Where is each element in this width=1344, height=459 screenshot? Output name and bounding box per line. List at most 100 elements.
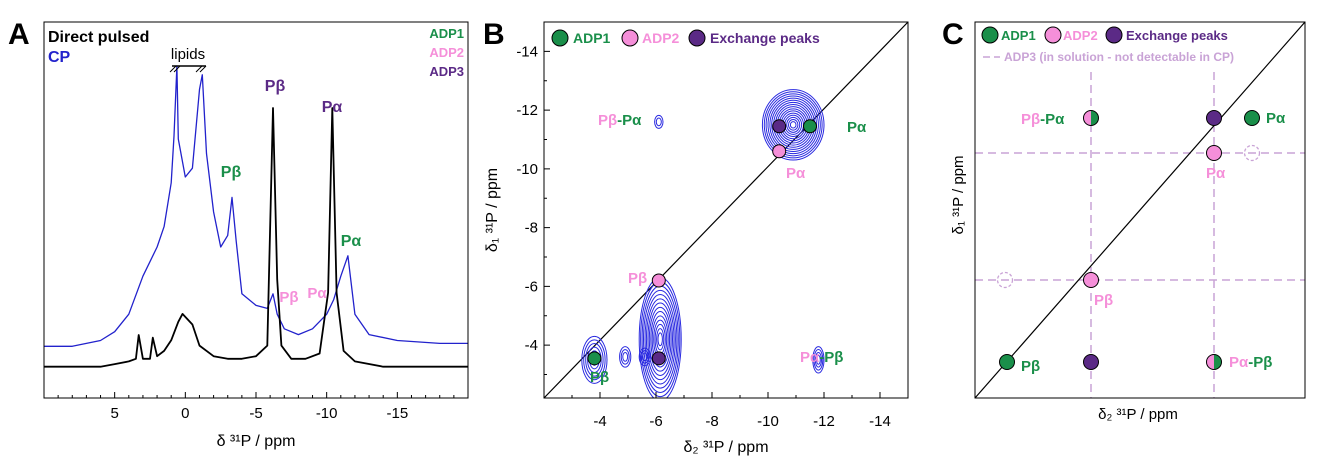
c-label-pb-adp1: Pβ xyxy=(1021,358,1040,375)
y-tick-label: -6 xyxy=(525,278,538,295)
contour-level xyxy=(643,289,678,389)
x-tick-label: -14 xyxy=(869,413,891,430)
contour-level xyxy=(789,121,797,129)
x-tick-label: -6 xyxy=(649,413,662,430)
legend-adp1-marker xyxy=(981,26,999,44)
panel-b-diagonal xyxy=(543,21,909,399)
b-label-pbpa-dash: - xyxy=(617,112,622,129)
panel-b-frame xyxy=(543,21,909,399)
peak-label-pa-adp2: Pα xyxy=(307,285,327,302)
y-tick-label: -14 xyxy=(516,43,538,60)
marker-half-adp2 xyxy=(1206,354,1214,370)
panel-a-legend-adp2: ADP2 xyxy=(429,45,464,60)
contour-level xyxy=(814,352,823,368)
marker-adp1 xyxy=(587,351,602,366)
panel-a-letter: A xyxy=(8,18,30,51)
x-tick-label: -4 xyxy=(593,413,606,430)
panel-b-markers xyxy=(587,119,817,366)
panel-b-ticks: -4 -6 -8 -10 -12 -14 -4 -6 -8 -10 -12 -14 xyxy=(516,43,891,430)
panel-b-contours xyxy=(581,89,825,398)
x-tick-label: -15 xyxy=(386,405,408,422)
marker-half-adp2 xyxy=(1083,110,1091,126)
legend-adp2-text: ADP2 xyxy=(1063,28,1098,43)
contour-level xyxy=(654,114,664,129)
c-label-papb-pa: Pα xyxy=(1229,354,1249,371)
marker-exchange xyxy=(651,351,666,366)
marker-outline xyxy=(1206,354,1222,370)
peak-label-pa-adp3: Pα xyxy=(322,99,343,116)
panel-b-y-axis-label: δ₁ ³¹P / ppm xyxy=(484,168,501,252)
b-label-pbpa-pa: Pα xyxy=(622,112,642,129)
legend-adp1-marker xyxy=(551,29,569,47)
y-tick-label: -10 xyxy=(516,161,538,178)
contour-level xyxy=(647,302,674,376)
panel-b-legend: ADP1 ADP2 Exchange peaks xyxy=(551,29,820,47)
legend-adp2-marker xyxy=(1044,26,1062,44)
legend-exchange-text: Exchange peaks xyxy=(1126,28,1228,43)
legend-adp1-text: ADP1 xyxy=(573,30,611,46)
b-label-pa-adp1: Pα xyxy=(847,119,867,136)
contour-level xyxy=(650,311,671,368)
y-tick-label: -4 xyxy=(525,337,538,354)
contour-level xyxy=(655,117,662,127)
marker-adp2 xyxy=(1206,145,1222,161)
contour-level xyxy=(812,346,825,374)
contour-level xyxy=(644,294,676,385)
contour-level xyxy=(622,351,629,362)
b-label-papb-pa: Pα xyxy=(800,349,820,366)
c-label-pa-adp2: Pα xyxy=(1206,165,1226,182)
marker-exchange xyxy=(1083,354,1099,370)
panel-b: B -4 -6 -8 -10 -12 -14 -4 -6 -8 -10 -12 -14 δ₂ ³¹P … xyxy=(483,18,909,456)
contour-level xyxy=(648,306,672,372)
lipids-label: lipids xyxy=(171,46,205,63)
contour-level xyxy=(640,350,650,364)
c-label-pbpa-pa: Pα xyxy=(1045,111,1065,128)
peak-label-pb-adp3: Pβ xyxy=(265,78,286,95)
c-label-pb-adp2: Pβ xyxy=(1094,292,1113,309)
c-label-pbpa: Pβ-Pα xyxy=(1021,111,1065,128)
legend-adp1-text: ADP1 xyxy=(1001,28,1036,43)
legend-exchange-marker xyxy=(1105,26,1123,44)
b-label-pb-adp2: Pβ xyxy=(628,270,647,287)
b-label-pa-adp2: Pα xyxy=(786,165,806,182)
x-tick-label: 0 xyxy=(181,405,189,422)
panel-c-legend: ADP1 ADP2 Exchange peaks ADP3 (in soluti… xyxy=(981,26,1234,64)
c-label-pa-adp1: Pα xyxy=(1266,110,1286,127)
contour-level xyxy=(656,328,665,351)
c-label-papb: Pα-Pβ xyxy=(1229,354,1272,371)
series-direct-pulsed-line xyxy=(44,107,468,368)
contour-level xyxy=(786,116,801,133)
marker-adp1 xyxy=(803,119,817,134)
marker-adp1 xyxy=(999,354,1015,370)
contour-level xyxy=(619,346,632,368)
legend-adp2-marker xyxy=(621,29,639,47)
contour-level xyxy=(620,349,630,365)
c-label-pbpa-dash: - xyxy=(1040,111,1045,128)
panel-a-spectrum xyxy=(44,65,468,368)
panel-c-y-axis-label: δ₁ ³¹P / ppm xyxy=(950,156,967,235)
x-tick-label: -12 xyxy=(813,413,835,430)
marker-adp2 xyxy=(1083,272,1099,288)
panel-c-frame xyxy=(974,21,1306,399)
marker-adp2 xyxy=(651,273,666,288)
b-label-papb-pb: Pβ xyxy=(824,349,843,366)
contour-level xyxy=(763,91,823,159)
legend-exchange-marker xyxy=(688,29,706,47)
panel-a-x-ticks: 5 0 -5 -10 -15 xyxy=(57,392,455,422)
marker-outline xyxy=(1083,110,1099,126)
b-label-pb-adp1: Pβ xyxy=(590,369,609,386)
marker-half-adp1 xyxy=(1214,354,1222,370)
contour-level xyxy=(813,349,824,371)
contour-level xyxy=(761,89,825,161)
b-label-pbpa-pb: Pβ xyxy=(598,112,617,129)
contour-level xyxy=(583,339,606,381)
contour-level xyxy=(645,298,675,381)
x-tick-label: 5 xyxy=(110,405,118,422)
peak-label-pb-adp1: Pβ xyxy=(221,164,242,181)
c-label-papb-pb: Pβ xyxy=(1253,354,1272,371)
marker-adp2 xyxy=(772,144,787,159)
panel-c-diagonal xyxy=(974,21,1306,399)
series-cp-line xyxy=(44,65,468,347)
panel-a-legend-adp3: ADP3 xyxy=(429,64,464,79)
contour-level xyxy=(765,93,821,157)
